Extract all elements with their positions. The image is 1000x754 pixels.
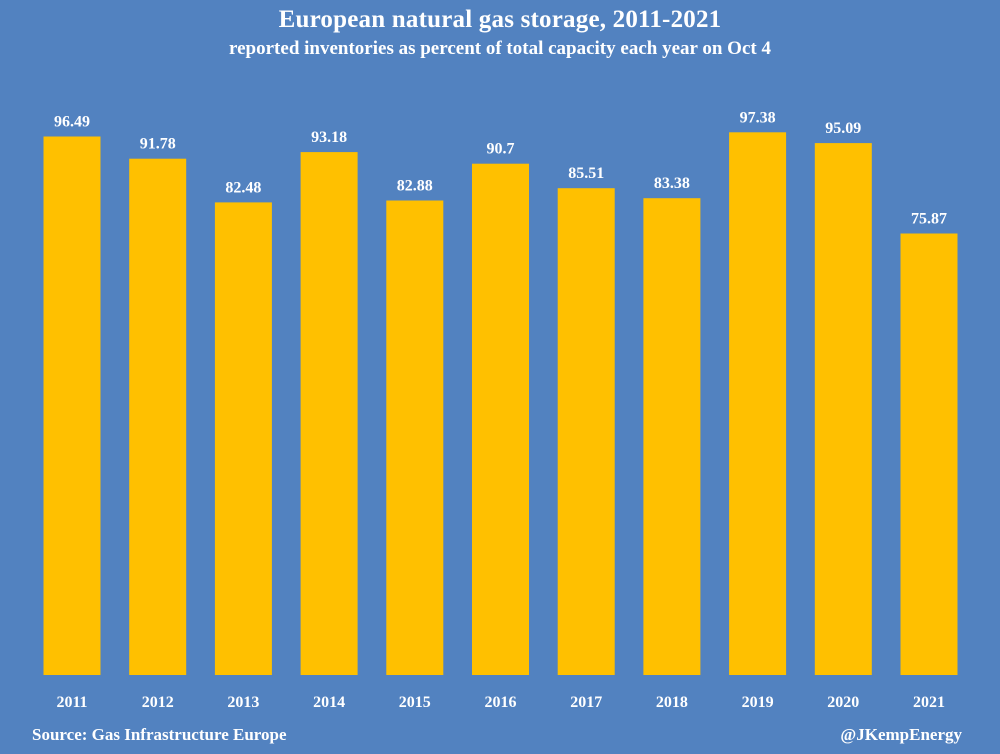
chart-title: European natural gas storage, 2011-2021 [278,6,722,33]
bar-2018 [643,198,701,675]
x-tick-2015: 2015 [399,694,431,711]
value-label-2011: 96.49 [54,114,90,131]
chart-subtitle: reported inventories as percent of total… [229,38,771,59]
value-label-2018: 83.38 [654,175,690,192]
source-note: Source: Gas Infrastructure Europe [32,725,287,744]
bar-2017 [557,188,615,675]
x-tick-2020: 2020 [827,694,859,711]
bar-2019 [729,132,787,676]
value-label-2014: 93.18 [311,129,347,146]
bars-group [43,132,958,676]
bar-2014 [300,152,358,676]
x-tick-2019: 2019 [742,694,774,711]
value-label-2012: 91.78 [140,136,176,153]
bar-2016 [472,163,529,675]
value-label-2017: 85.51 [568,165,604,182]
author-credit: @JKempEnergy [840,725,962,744]
x-tick-2011: 2011 [56,694,87,711]
value-label-2021: 75.87 [911,211,947,228]
x-tick-2021: 2021 [913,694,945,711]
x-tick-2013: 2013 [227,694,259,711]
x-tick-labels-group: 2011 2012 2013 2014 2015 2016 2017 2018 2019 2020… [56,694,945,711]
x-tick-2017: 2017 [570,694,602,711]
x-tick-2016: 2016 [485,694,517,711]
bar-2012 [129,158,187,675]
value-label-2015: 82.88 [397,178,433,195]
value-labels-group: 96.49 91.78 82.48 93.18 82.88 90.7 85.51 83.38 9… [54,109,947,227]
value-label-2019: 97.38 [740,109,776,126]
x-tick-2018: 2018 [656,694,688,711]
value-label-2016: 90.7 [487,141,515,158]
bar-2015 [386,200,444,675]
value-label-2013: 82.48 [225,179,261,196]
bar-2011 [43,136,101,675]
x-tick-2012: 2012 [142,694,174,711]
bar-2020 [814,143,872,676]
value-label-2020: 95.09 [825,120,861,137]
bar-2021 [900,233,958,675]
x-tick-2014: 2014 [313,694,345,711]
bar-2013 [214,202,272,675]
